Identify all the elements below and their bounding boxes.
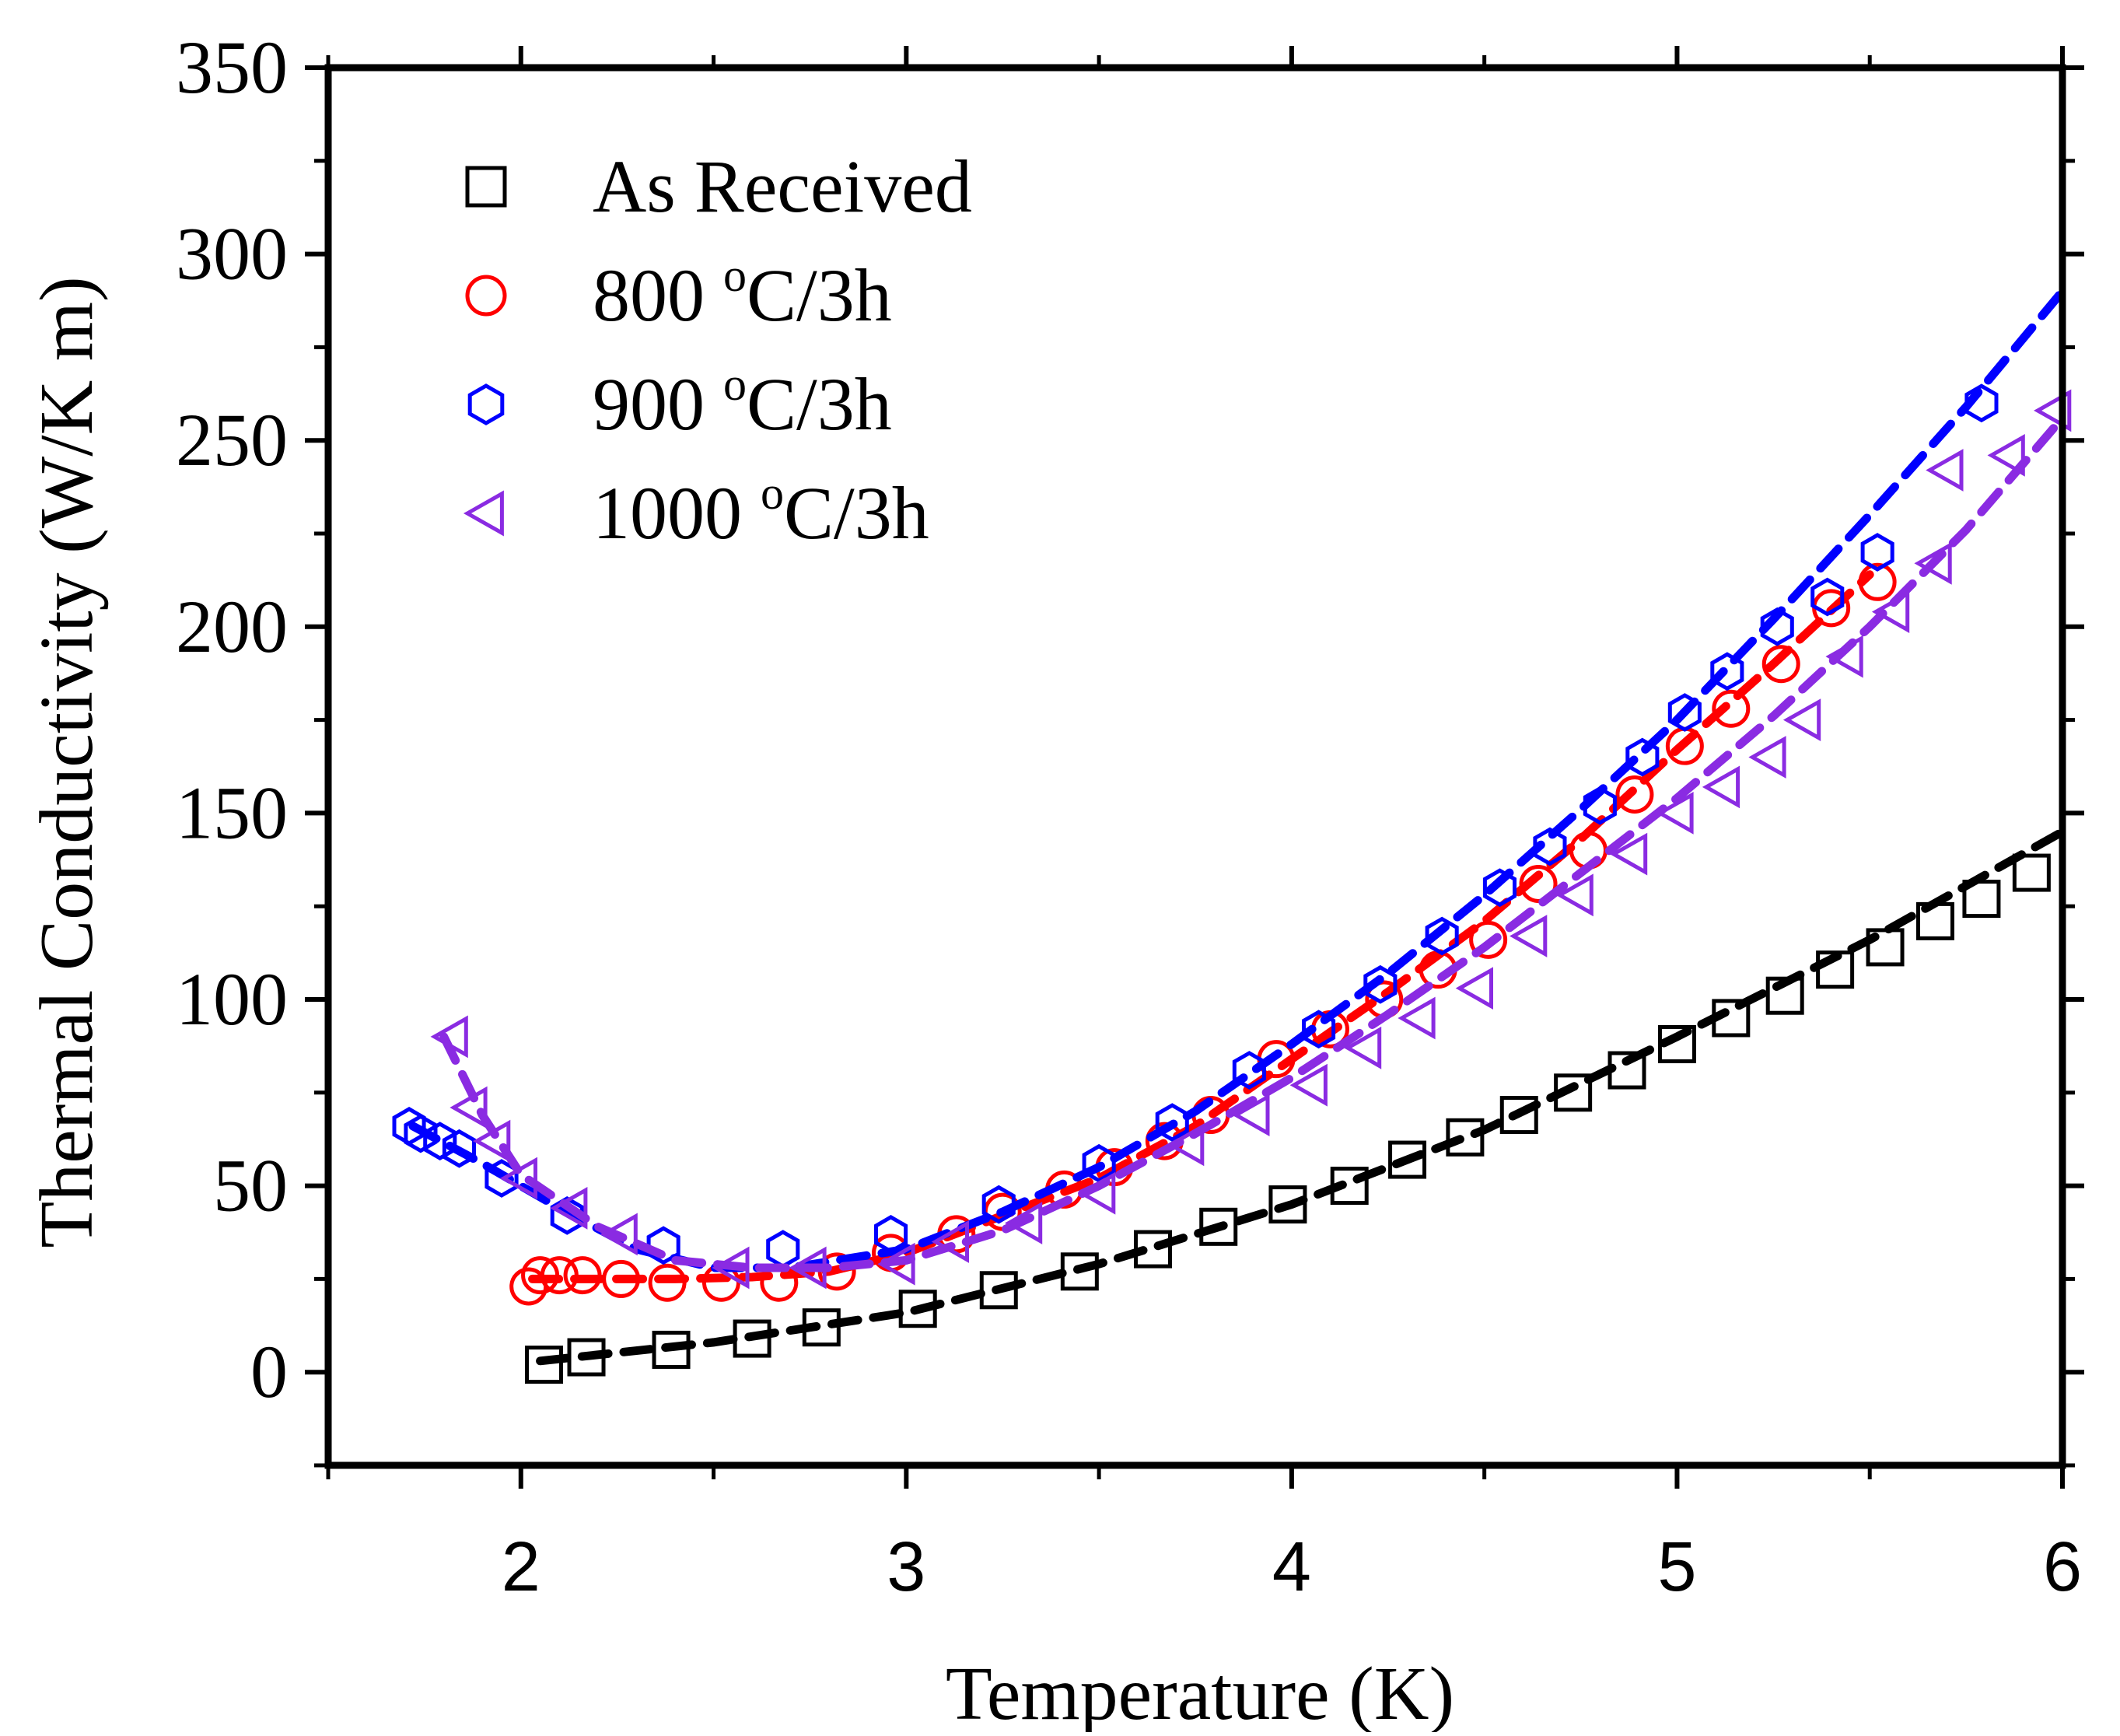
data-point: [1702, 765, 1740, 809]
y-tick-label: 50: [213, 1144, 288, 1227]
data-point: [1625, 737, 1660, 777]
data-point: [1302, 1010, 1336, 1049]
data-point: [1710, 652, 1744, 691]
legend-label-main: As Received: [593, 145, 972, 228]
data-point: [1232, 1094, 1270, 1136]
axis-ticks-layer: 2 3 4 5 6 0 50 100 150 200 250 300 350: [176, 26, 2084, 1606]
data-point: [1760, 607, 1794, 646]
data-point: [1167, 1123, 1205, 1167]
legend-item: As Received: [465, 145, 972, 228]
legend-label: 900 oC/3h: [593, 359, 892, 446]
data-point: [1455, 967, 1493, 1010]
data-point: [1398, 996, 1436, 1040]
data-point: [1446, 1118, 1485, 1157]
y-tick-label: 350: [176, 26, 288, 109]
legend-label: 800 oC/3h: [593, 250, 892, 337]
legend-marker: [465, 166, 507, 208]
series-0: [525, 827, 2067, 1384]
data-point: [1363, 964, 1398, 1004]
fit-line: [536, 827, 2067, 1366]
legend-label-main: 1000: [593, 471, 761, 555]
y-tick-label: 300: [176, 212, 288, 296]
x-tick-label: 2: [502, 1528, 540, 1606]
legend-label: 1000 oC/3h: [593, 467, 929, 555]
legend-label-tail: C/3h: [747, 254, 892, 337]
data-point: [1615, 775, 1654, 814]
y-tick-label: 200: [176, 585, 288, 668]
data-point: [1343, 1026, 1382, 1069]
fit-line: [528, 570, 1874, 1283]
data-point: [1926, 449, 1964, 492]
y-tick-label: 250: [176, 398, 288, 481]
data-point: [1425, 916, 1459, 956]
plot-series-layer: [392, 287, 2072, 1384]
data-point: [1533, 827, 1567, 866]
x-tick-label: 3: [887, 1528, 925, 1606]
x-tick-label: 6: [2043, 1528, 2082, 1606]
data-point: [1583, 786, 1617, 825]
plot-area-border: [324, 64, 2066, 1469]
x-tick-label: 5: [1657, 1528, 1696, 1606]
legend-label: As Received: [593, 145, 972, 228]
data-point: [1510, 915, 1548, 957]
y-tick-label: 100: [176, 957, 288, 1041]
data-point: [2012, 853, 2051, 892]
data-point: [1964, 383, 1999, 423]
legend-label-tail: C/3h: [784, 471, 929, 555]
legend-item: 1000 oC/3h: [463, 467, 929, 555]
plot-frame: [324, 64, 2066, 1469]
data-point: [2034, 389, 2072, 432]
data-point: [1667, 693, 1702, 732]
data-point: [1860, 533, 1894, 572]
fit-line: [439, 413, 2067, 1272]
data-point: [1748, 736, 1786, 779]
legend-label-sup: o: [723, 250, 747, 301]
y-axis-title: Thermal Conductivity (W/K m): [25, 276, 109, 1248]
x-tick-label: 4: [1272, 1528, 1311, 1606]
data-point: [550, 1187, 588, 1230]
data-point: [1555, 873, 1593, 917]
data-point: [1761, 645, 1800, 684]
legend-label-sup: o: [761, 467, 784, 519]
data-point: [1519, 864, 1558, 903]
data-point: [1004, 1202, 1043, 1244]
data-point: [1199, 1207, 1238, 1246]
legend-item: 900 oC/3h: [467, 359, 892, 446]
data-point: [1388, 1140, 1427, 1179]
data-point: [646, 1226, 680, 1265]
data-point: [1499, 1096, 1538, 1135]
y-tick-label: 0: [250, 1330, 288, 1413]
series-3: [430, 389, 2072, 1290]
data-point: [981, 1185, 1016, 1224]
data-point: [1268, 1185, 1307, 1224]
data-point: [1987, 434, 2025, 477]
data-point: [600, 1213, 638, 1256]
legend-label-sup: o: [723, 359, 747, 410]
legend-marker: [463, 490, 504, 537]
y-tick-label: 150: [176, 771, 288, 854]
legend-label-main: 900: [593, 362, 723, 446]
data-point: [1289, 1063, 1328, 1107]
data-point: [1782, 698, 1821, 741]
legend-label-main: 800: [593, 254, 723, 337]
data-point: [1914, 541, 1952, 585]
legend-marker: [467, 383, 505, 425]
x-axis-title: Temperature (K): [946, 1652, 1454, 1732]
data-point: [1810, 577, 1845, 617]
data-point: [1609, 832, 1648, 876]
legend-marker: [465, 275, 507, 317]
legend-item: 800 oC/3h: [465, 250, 892, 337]
legend-label-tail: C/3h: [747, 362, 892, 446]
data-point: [525, 1346, 564, 1384]
data-point: [877, 1242, 915, 1286]
data-point: [1712, 689, 1751, 728]
data-point: [442, 1129, 476, 1168]
data-point: [1656, 792, 1694, 835]
data-point: [1482, 868, 1517, 908]
